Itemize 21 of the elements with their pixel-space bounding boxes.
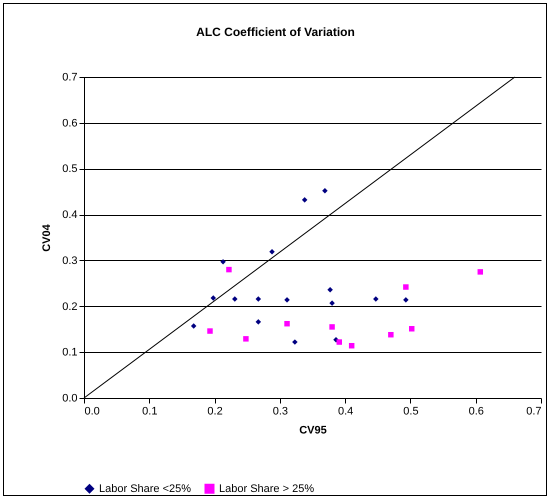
- y-tick-label: 0.6: [62, 117, 78, 130]
- y-tick-label: 0.7: [62, 72, 78, 84]
- y-axis-title: CV04: [41, 223, 54, 252]
- x-tick-label: 0.1: [142, 406, 158, 418]
- x-tick-label: 0.3: [272, 406, 288, 418]
- y-tick-label: 0.1: [62, 346, 78, 359]
- x-axis-title: CV95: [299, 424, 327, 436]
- y-tick-label: 0.0: [62, 392, 78, 404]
- x-tick-label: 0.5: [403, 406, 419, 418]
- x-tick-label: 0.6: [468, 406, 484, 418]
- y-tick-label: 0.5: [62, 163, 78, 176]
- y-tick-label: 0.3: [62, 254, 78, 267]
- x-tick-label: 0.0: [84, 406, 100, 418]
- x-tick-label: 0.4: [338, 406, 354, 418]
- chart-title: ALC Coefficient of Variation: [196, 25, 355, 39]
- x-tick-label: 0.7: [526, 406, 542, 418]
- y-tick-label: 0.4: [62, 209, 78, 222]
- x-tick-label: 0.2: [207, 406, 223, 418]
- legend-label: Labor Share > 25%: [219, 482, 314, 495]
- legend-label: Labor Share <25%: [99, 482, 192, 495]
- y-tick-label: 0.2: [62, 300, 78, 313]
